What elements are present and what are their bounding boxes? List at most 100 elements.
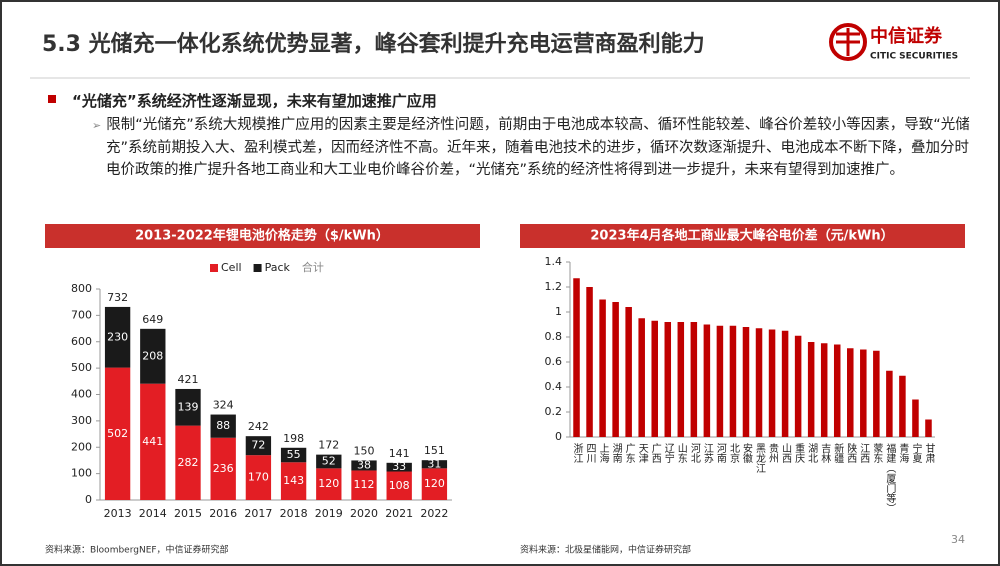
y-tick-label: 300 [71, 414, 92, 427]
bar-segment [316, 468, 342, 500]
legend-label: Pack [265, 261, 291, 274]
bar-segment [104, 306, 131, 368]
bar [664, 322, 672, 437]
x-tick-label: 贵州 [767, 442, 779, 463]
chart-title: 2023年4月各地工商业最大峰谷电价差（元/kWh） [590, 228, 893, 244]
legend-swatch [253, 264, 262, 272]
bar [599, 299, 606, 437]
bar [912, 399, 919, 437]
y-tick-label: 700 [71, 308, 92, 321]
value-label: 236 [213, 462, 234, 475]
logo-glyph [836, 28, 860, 56]
bar [651, 320, 658, 437]
y-tick-label: 600 [71, 335, 92, 348]
bar [755, 328, 763, 437]
value-label: 38 [357, 458, 371, 471]
x-tick-label: 山西 [780, 443, 792, 463]
bar [742, 327, 750, 437]
chart-title: 2013-2022年锂电池价格走势（$/kWh） [135, 228, 389, 244]
bar-segment [386, 462, 412, 472]
value-label: 33 [392, 460, 406, 473]
x-tick-label: 蒙东 [871, 442, 883, 463]
bar-segment [175, 425, 201, 500]
y-tick-label: 400 [71, 388, 92, 401]
y-tick-label: 0 [85, 493, 92, 506]
y-tick-label: 1.4 [545, 255, 563, 268]
y-tick-label: 0.4 [545, 380, 563, 393]
x-tick-label: 青海 [897, 442, 909, 464]
bar [847, 348, 854, 437]
x-tick-label: 河南 [714, 443, 726, 463]
total-label: 151 [424, 444, 445, 457]
x-tick-label: 天津 [636, 443, 648, 464]
x-tick-label: 江苏 [701, 443, 713, 464]
y-tick-label: 0 [555, 430, 562, 443]
y-tick-label: 0.8 [545, 330, 563, 343]
bar [586, 287, 593, 437]
bar-segment [421, 460, 448, 469]
bullet-text: 限制“光储充”系统大规模推广应用的因素主要是经济性问题，前期由于电池成本较高、循… [92, 114, 976, 181]
bar [820, 343, 828, 437]
legend-label: 合计 [302, 260, 324, 274]
value-label: 208 [142, 349, 163, 362]
bar-segment [351, 460, 377, 471]
bar-segment [421, 468, 448, 500]
bar-segment [351, 470, 377, 500]
x-tick-label: 2018 [280, 507, 308, 520]
total-label: 242 [248, 420, 269, 433]
bar [899, 375, 906, 437]
value-label: 502 [107, 427, 128, 440]
total-label: 172 [318, 439, 339, 452]
bar [873, 350, 880, 437]
x-tick-label: 2013 [104, 507, 132, 520]
x-tick-label: 2021 [385, 507, 413, 520]
x-tick-label: 重庆 [793, 442, 805, 464]
legend-label: Cell [221, 261, 242, 274]
x-tick-label: 甘肃 [923, 442, 935, 464]
x-tick-label: 宁夏 [910, 442, 922, 463]
x-tick-label: 2022 [420, 507, 448, 520]
total-label: 198 [283, 432, 304, 445]
x-tick-label: 陕西 [845, 442, 857, 463]
x-tick-label: 安徽 [740, 442, 752, 464]
bar-segment [140, 383, 166, 500]
bar [729, 325, 737, 437]
y-tick-label: 0.6 [545, 355, 563, 368]
legend-swatch [210, 264, 218, 272]
x-tick-label: 吉林 [819, 443, 831, 464]
value-label: 120 [318, 477, 339, 490]
total-label: 649 [142, 313, 163, 326]
chart-title-bar [45, 224, 480, 248]
bar-segment [210, 414, 236, 438]
value-label: 108 [389, 479, 410, 492]
value-label: 230 [107, 330, 128, 343]
value-label: 55 [287, 448, 301, 461]
bar-segment [316, 454, 342, 469]
bar-segment [386, 471, 412, 500]
bar-segment [280, 447, 307, 463]
x-tick-label: 2015 [174, 507, 202, 520]
x-tick-label: 广东 [623, 443, 635, 463]
x-tick-label: 2020 [350, 507, 378, 520]
bar [860, 349, 867, 437]
bar-segment [245, 455, 272, 500]
x-tick-label: 广西 [649, 443, 661, 463]
bar-segment [140, 328, 166, 384]
total-label: 732 [107, 291, 128, 304]
x-tick-label: 福建（厦门等） [884, 442, 896, 513]
y-tick-label: 1 [555, 305, 562, 318]
bar-segment [104, 367, 131, 500]
x-tick-label: 2019 [315, 507, 343, 520]
bar [716, 325, 724, 437]
value-label: 112 [354, 478, 375, 491]
total-label: 324 [213, 399, 234, 412]
bar [612, 302, 619, 437]
bar [925, 419, 932, 437]
x-tick-label: 辽宁 [662, 443, 674, 463]
bar [625, 307, 632, 437]
value-label: 31 [427, 457, 441, 470]
bar [768, 329, 776, 437]
y-tick-label: 0.2 [545, 405, 563, 418]
